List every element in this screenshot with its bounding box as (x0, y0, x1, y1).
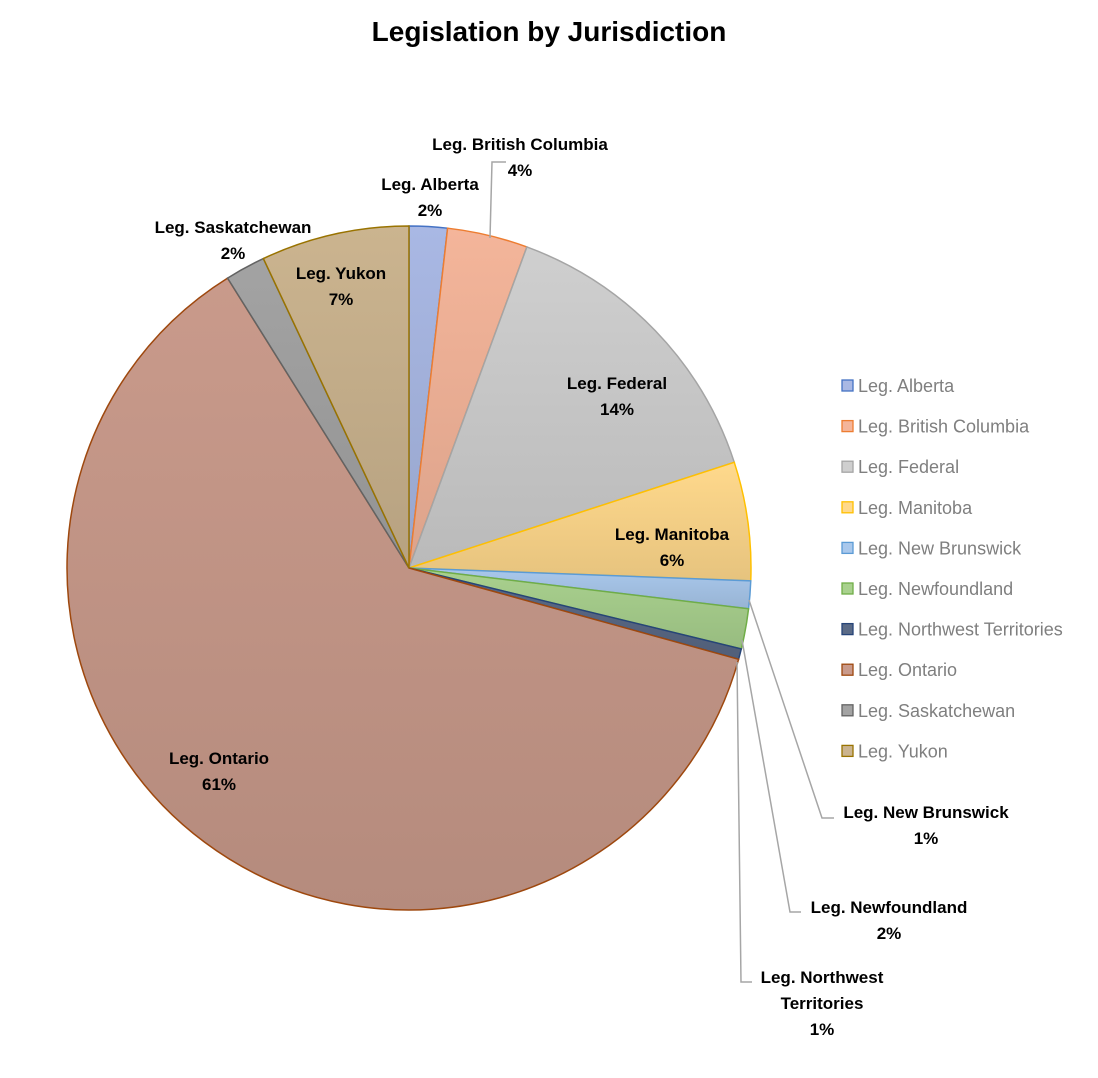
legend-item-2[interactable]: Leg. British Columbia (841, 417, 1030, 437)
legend-swatch (841, 704, 854, 717)
legend-item-3[interactable]: Leg. Federal (841, 457, 959, 477)
legend-label: Leg. Federal (858, 457, 959, 477)
legend-swatch (841, 663, 854, 676)
data-label-2: Leg. British Columbia 4% (432, 135, 608, 180)
data-label-9: Leg. Saskatchewan 2% (155, 218, 312, 263)
data-label-4: Leg. Manitoba 6% (615, 525, 730, 570)
legend-swatch (841, 541, 854, 555)
leader-line-2 (489, 161, 506, 239)
legend-label: Leg. Manitoba (858, 498, 973, 518)
legend-item-6[interactable]: Leg. Newfoundland (841, 579, 1013, 599)
legend-swatch (841, 582, 854, 595)
leader-line-7 (736, 661, 752, 983)
legend-label: Leg. Yukon (858, 741, 948, 761)
legend-swatch (841, 379, 854, 392)
chart-title: Legislation by Jurisdiction (371, 16, 727, 47)
data-label-3: Leg. Federal 14% (567, 374, 667, 419)
leader-line-5 (748, 599, 834, 819)
legend-item-7[interactable]: Leg. Northwest Territories (841, 620, 1063, 640)
data-label-8: Leg. Ontario 61% (169, 749, 269, 794)
legend-label: Leg. Saskatchewan (858, 701, 1015, 721)
legend-item-1[interactable]: Leg. Alberta (841, 376, 955, 396)
pie-slice-8[interactable] (66, 277, 740, 911)
data-label-10: Leg. Yukon 7% (296, 264, 386, 309)
legend-swatch (841, 744, 854, 758)
legend-label: Leg. Newfoundland (858, 579, 1013, 599)
data-label-1: Leg. Alberta 2% (381, 175, 479, 220)
legend-item-8[interactable]: Leg. Ontario (841, 660, 957, 680)
legend-label: Leg. Northwest Territories (858, 620, 1063, 640)
legend-item-9[interactable]: Leg. Saskatchewan (841, 701, 1015, 721)
legend-label: Leg. British Columbia (858, 417, 1030, 437)
data-label-5: Leg. New Brunswick 1% (843, 803, 1009, 848)
data-label-7: Leg. Northwest Territories 1% (761, 968, 884, 1039)
legend-label: Leg. Alberta (858, 376, 955, 396)
data-label-6: Leg. Newfoundland 2% (811, 898, 968, 943)
pie-slice-10[interactable] (262, 225, 410, 569)
leader-line-6 (741, 639, 801, 913)
legend-swatch (841, 419, 854, 433)
legend-swatch (841, 460, 854, 473)
legend-label: Leg. New Brunswick (858, 538, 1022, 558)
legend-item-5[interactable]: Leg. New Brunswick (841, 538, 1022, 558)
legend-swatch (841, 622, 854, 636)
legend-item-10[interactable]: Leg. Yukon (841, 741, 948, 761)
pie-slice-3[interactable] (407, 245, 736, 570)
legend-label: Leg. Ontario (858, 660, 957, 680)
legend-swatch (841, 501, 854, 514)
legend-item-4[interactable]: Leg. Manitoba (841, 498, 973, 518)
